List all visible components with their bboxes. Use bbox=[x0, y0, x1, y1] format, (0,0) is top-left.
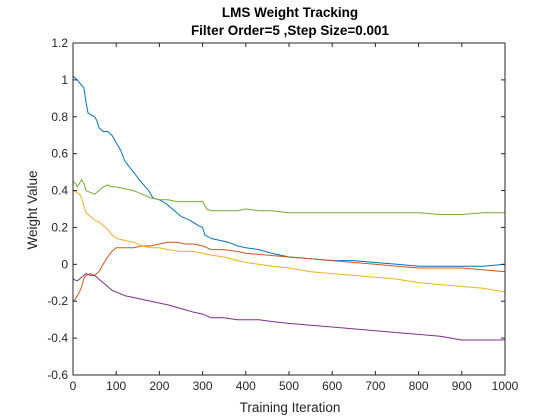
y-tick-label: -0.4 bbox=[47, 331, 68, 345]
x-axis-label: Training Iteration bbox=[240, 400, 341, 415]
y-tick-label: 0 bbox=[61, 257, 68, 271]
y-tick-label: -0.2 bbox=[47, 294, 68, 308]
x-tick-label: 900 bbox=[452, 379, 472, 393]
y-tick-label: -0.6 bbox=[47, 368, 68, 382]
y-tick-label: 0.8 bbox=[51, 110, 68, 124]
series-line-1 bbox=[73, 75, 505, 267]
y-tick-label: 0.2 bbox=[51, 220, 68, 234]
x-tick-label: 500 bbox=[279, 379, 299, 393]
y-axis-label: Weight Value bbox=[25, 170, 40, 249]
series-line-5 bbox=[73, 179, 505, 215]
series-line-3 bbox=[73, 190, 505, 293]
x-tick-label: 0 bbox=[70, 379, 77, 393]
x-tick-label: 1000 bbox=[492, 379, 519, 393]
x-tick-label: 800 bbox=[409, 379, 429, 393]
x-tick-label: 200 bbox=[149, 379, 169, 393]
y-tick-label: 1 bbox=[61, 73, 68, 87]
x-tick-label: 600 bbox=[322, 379, 342, 393]
x-tick-label: 400 bbox=[236, 379, 256, 393]
x-tick-label: 100 bbox=[106, 379, 126, 393]
chart-title: LMS Weight Tracking bbox=[222, 5, 358, 20]
y-tick-label: 1.2 bbox=[51, 36, 68, 50]
x-tick-label: 300 bbox=[193, 379, 213, 393]
y-tick-label: 0.4 bbox=[51, 184, 68, 198]
series-line-4 bbox=[73, 273, 505, 341]
x-tick-label: 700 bbox=[365, 379, 385, 393]
plot-area: 0 100 200 300 400 500 600 700 800 900 1000 -0.6 -0.4… bbox=[47, 36, 518, 393]
y-tick-label: 0.6 bbox=[51, 147, 68, 161]
chart-subtitle: Filter Order=5 ,Step Size=0.001 bbox=[191, 23, 390, 38]
